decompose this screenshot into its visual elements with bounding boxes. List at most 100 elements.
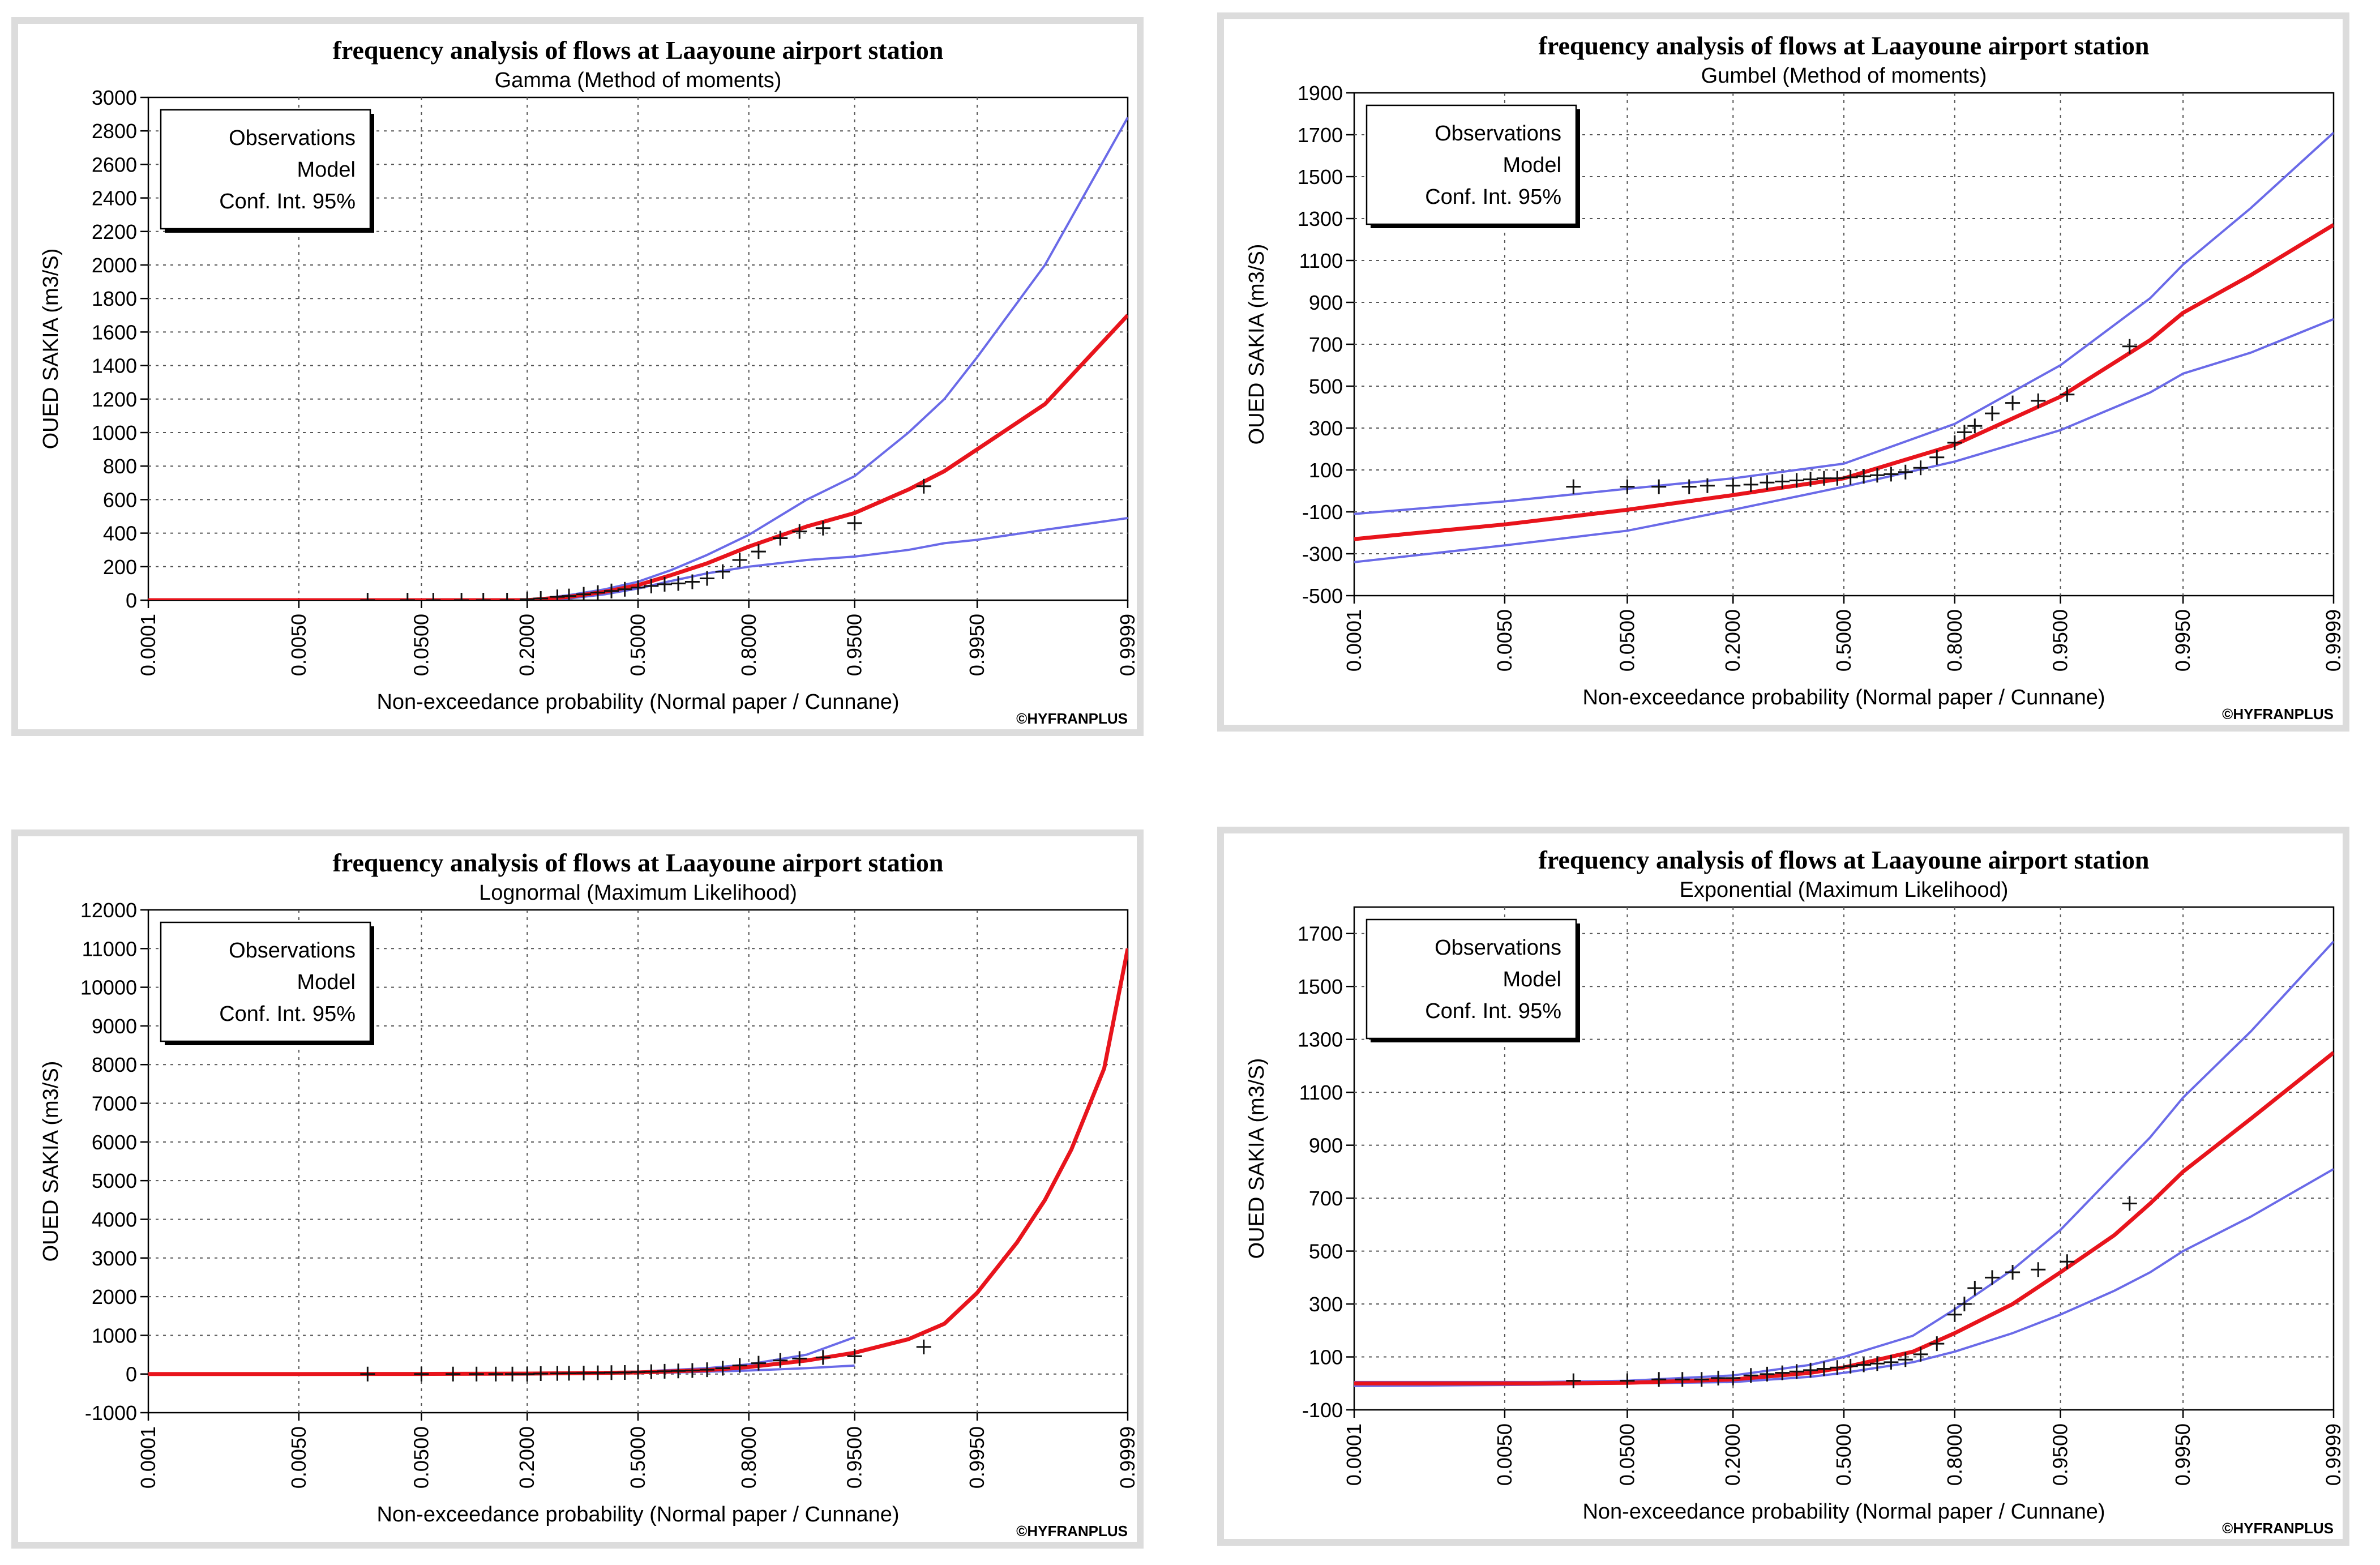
y-tick-label: 1900 [1298,82,1343,105]
observation-point [684,1363,700,1378]
y-tick-label: 2000 [92,254,137,277]
y-tick-label: 1000 [92,1324,137,1347]
x-tick-label: 0.5000 [1832,1423,1855,1486]
x-tick-label: 0.0500 [409,1426,433,1489]
series-model [1354,1051,2334,1386]
y-tick-label: 1300 [1298,1028,1343,1051]
chart-subtitle: Gumbel (Method of moments) [1701,64,1987,88]
x-tick-label: 0.8000 [737,614,760,676]
x-tick-label: 0.9500 [843,1426,866,1489]
y-tick-label: 800 [103,455,137,478]
x-tick-label: 0.9950 [2171,609,2194,672]
y-tick-label: 12000 [80,899,137,922]
observation-point [1816,1361,1831,1376]
observation-point [815,520,831,536]
y-tick-label: 700 [1309,1187,1343,1210]
y-tick-label: 2400 [92,187,137,210]
x-tick-label: 0.0050 [1493,609,1516,672]
observation-point [2060,387,2075,402]
y-tick-label: -100 [1302,1399,1343,1422]
y-tick-label: 1100 [1299,249,1343,272]
chart-panel-gumbel: frequency analysis of flows at Laayoune … [1217,12,2349,732]
observation-point [715,1361,730,1376]
y-tick-label: 500 [1309,375,1343,398]
x-axis-label: Non-exceedance probability (Normal paper… [376,1503,899,1526]
y-axis-label: OUED SAKIA (m3/S) [39,1061,63,1262]
observation-point [792,1351,807,1366]
observation-point [2031,393,2046,408]
observation-point [916,1339,931,1354]
y-tick-label: 2200 [92,220,137,243]
observation-point [617,581,632,597]
chart-svg-gumbel: frequency analysis of flows at Laayoune … [1245,31,2343,722]
chart-title: frequency analysis of flows at Laayoune … [333,848,944,877]
observation-point [576,587,592,600]
observation-point [454,593,469,600]
y-tick-label: 1300 [1298,207,1343,230]
observation-point [1700,478,1715,493]
x-tick-label: 0.0001 [136,1426,160,1489]
observation-point [1789,473,1804,488]
y-tick-label: 1800 [92,287,137,310]
credit-label: ©HYFRANPLUS [1016,1523,1128,1540]
observation-point [631,580,645,595]
observation-point [562,588,577,600]
y-tick-label: 0 [126,1363,137,1386]
observation-point [732,552,747,567]
observation-point [1743,477,1758,492]
observation-point [751,1356,766,1371]
observation-point [2005,1264,2021,1280]
x-axis-label: Non-exceedance probability (Normal paper… [1582,1500,2105,1524]
observation-point [684,574,700,589]
observation-point [590,1365,605,1380]
observation-point [617,1365,632,1380]
observation-point [2031,1262,2046,1277]
series-ci-upper [1354,131,2334,515]
legend-item: Conf. Int. 95% [1425,185,1561,209]
observation-point [1789,1364,1804,1379]
x-tick-label: 0.9500 [2049,609,2072,672]
chart-panel-gamma: frequency analysis of flows at Laayoune … [11,17,1144,736]
observation-point [644,578,659,593]
x-tick-label: 0.0001 [1342,609,1365,672]
observation-point [1726,478,1741,493]
observation-point [1957,1297,1972,1312]
observation-point [590,585,605,600]
observation-point [671,1363,686,1379]
x-tick-label: 0.0050 [1493,1423,1516,1486]
y-tick-label: 1600 [92,320,137,344]
y-tick-label: 1700 [1298,123,1343,147]
y-tick-label: 11000 [82,937,137,960]
y-tick-label: 100 [1309,1346,1343,1369]
legend-item: Conf. Int. 95% [219,1002,356,1026]
y-tick-label: -500 [1302,584,1343,608]
observation-point [699,1362,714,1378]
series-ci-lower [1354,318,2334,563]
legend-item: Model [1503,153,1562,177]
observation-point [360,1366,375,1382]
y-tick-label: 7000 [92,1092,137,1115]
chart-panel-exponential: frequency analysis of flows at Laayoune … [1217,827,2349,1546]
x-tick-label: 0.9999 [2322,609,2343,672]
observation-point [1856,469,1872,484]
y-tick-label: 1200 [92,388,137,411]
x-tick-label: 0.2000 [1721,609,1744,672]
x-axis-label: Non-exceedance probability (Normal paper… [1582,686,2105,709]
y-tick-label: 4000 [92,1208,137,1231]
x-tick-label: 0.0001 [136,614,160,676]
legend [160,109,371,230]
x-tick-label: 0.5000 [1832,609,1855,672]
observation-point [657,1363,672,1379]
credit-label: ©HYFRANPLUS [2222,705,2334,722]
observation-point [773,1353,788,1368]
x-tick-label: 0.9500 [843,614,866,676]
legend-item: Observations [1435,122,1561,146]
legend [1365,918,1577,1040]
y-tick-label: -100 [1302,501,1343,524]
observation-point [1743,1368,1758,1383]
legend-item: Conf. Int. 95% [219,190,356,213]
observation-point [1830,1360,1845,1375]
observation-point [657,576,672,592]
credit-label: ©HYFRANPLUS [1016,710,1128,727]
y-tick-label: 8000 [92,1053,137,1076]
